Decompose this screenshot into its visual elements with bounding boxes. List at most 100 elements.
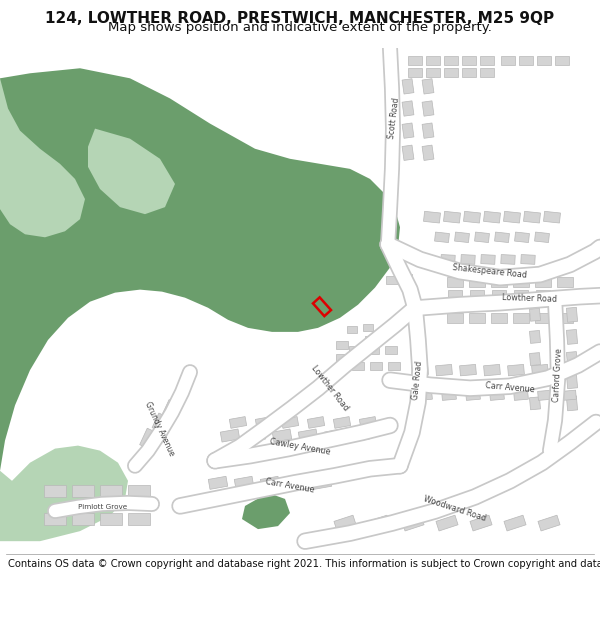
Bar <box>368 515 390 531</box>
Bar <box>412 364 428 376</box>
Bar <box>385 346 397 354</box>
Bar <box>422 101 434 116</box>
Bar <box>436 364 452 376</box>
Bar <box>447 276 463 287</box>
Bar <box>566 396 578 411</box>
Bar <box>422 145 434 161</box>
Bar <box>484 211 500 223</box>
Bar <box>537 56 551 65</box>
Bar <box>408 56 422 65</box>
Bar <box>535 312 551 323</box>
Text: Scott Road: Scott Road <box>387 98 401 139</box>
Bar <box>359 417 377 428</box>
Bar <box>566 374 578 389</box>
Text: Cawley Avenue: Cawley Avenue <box>269 437 331 456</box>
Bar <box>313 298 331 316</box>
Bar <box>140 428 157 449</box>
Text: Gale Road: Gale Road <box>412 360 425 400</box>
Bar <box>336 341 348 349</box>
Bar <box>464 211 481 223</box>
Bar <box>555 56 569 65</box>
Text: Carr Avenue: Carr Avenue <box>265 477 315 494</box>
Bar <box>460 364 476 376</box>
Bar <box>334 515 356 531</box>
Bar <box>462 68 476 77</box>
Bar <box>538 390 553 401</box>
Text: Carr Avenue: Carr Avenue <box>485 381 535 394</box>
Text: Contains OS data © Crown copyright and database right 2021. This information is : Contains OS data © Crown copyright and d… <box>8 559 600 569</box>
Bar <box>557 276 573 287</box>
Bar <box>128 513 150 525</box>
Bar <box>501 254 515 264</box>
Bar <box>336 354 348 362</box>
Bar <box>558 290 572 299</box>
Bar <box>367 346 379 354</box>
Text: Pimlott Grove: Pimlott Grove <box>79 504 128 510</box>
Bar <box>422 123 434 138</box>
Bar <box>402 101 414 116</box>
Bar <box>402 79 414 94</box>
Bar <box>481 254 495 264</box>
Bar <box>444 56 458 65</box>
Bar <box>334 417 350 428</box>
Bar <box>402 123 414 138</box>
Bar <box>100 485 122 497</box>
Bar <box>557 312 573 323</box>
Bar <box>444 68 458 77</box>
Bar <box>529 331 541 343</box>
Bar <box>426 56 440 65</box>
Bar <box>44 485 66 497</box>
Bar <box>422 79 434 94</box>
Bar <box>256 417 272 428</box>
Bar <box>402 145 414 161</box>
Bar <box>513 312 529 323</box>
Bar <box>566 308 578 322</box>
Bar <box>152 413 168 432</box>
Bar <box>544 211 560 223</box>
Bar <box>484 364 500 376</box>
Bar <box>521 254 535 264</box>
Bar <box>442 390 457 401</box>
Bar <box>312 476 332 489</box>
Bar <box>535 232 550 242</box>
Bar <box>100 513 122 525</box>
Bar <box>470 290 484 299</box>
Bar <box>229 417 247 428</box>
Bar <box>538 515 560 531</box>
Bar <box>441 254 455 264</box>
Bar <box>352 362 364 370</box>
Bar <box>514 390 529 401</box>
Bar <box>286 476 306 489</box>
Bar <box>519 56 533 65</box>
Bar <box>462 56 476 65</box>
Bar <box>128 485 150 497</box>
Text: Map shows position and indicative extent of the property.: Map shows position and indicative extent… <box>108 21 492 34</box>
Bar <box>281 417 299 428</box>
Bar <box>469 312 485 323</box>
Bar <box>370 362 382 370</box>
Bar <box>434 232 449 242</box>
Bar <box>470 515 492 531</box>
Bar <box>494 232 509 242</box>
Bar <box>298 429 318 442</box>
Bar <box>436 515 458 531</box>
Bar <box>324 429 344 442</box>
Bar <box>455 232 469 242</box>
Bar <box>566 329 578 344</box>
Bar <box>535 276 551 287</box>
Text: Shakespeare Road: Shakespeare Road <box>452 263 528 280</box>
Bar <box>72 513 94 525</box>
Text: Lowther Road: Lowther Road <box>310 364 350 413</box>
Bar <box>386 276 398 284</box>
Bar <box>349 346 361 354</box>
Bar <box>234 476 254 489</box>
Bar <box>408 68 422 77</box>
Bar <box>524 211 541 223</box>
Bar <box>363 324 373 331</box>
Bar <box>566 352 578 366</box>
Bar <box>163 399 177 417</box>
Text: Lowther Road: Lowther Road <box>502 293 557 304</box>
Bar <box>260 476 280 489</box>
Bar <box>556 364 572 376</box>
Bar <box>246 429 266 442</box>
